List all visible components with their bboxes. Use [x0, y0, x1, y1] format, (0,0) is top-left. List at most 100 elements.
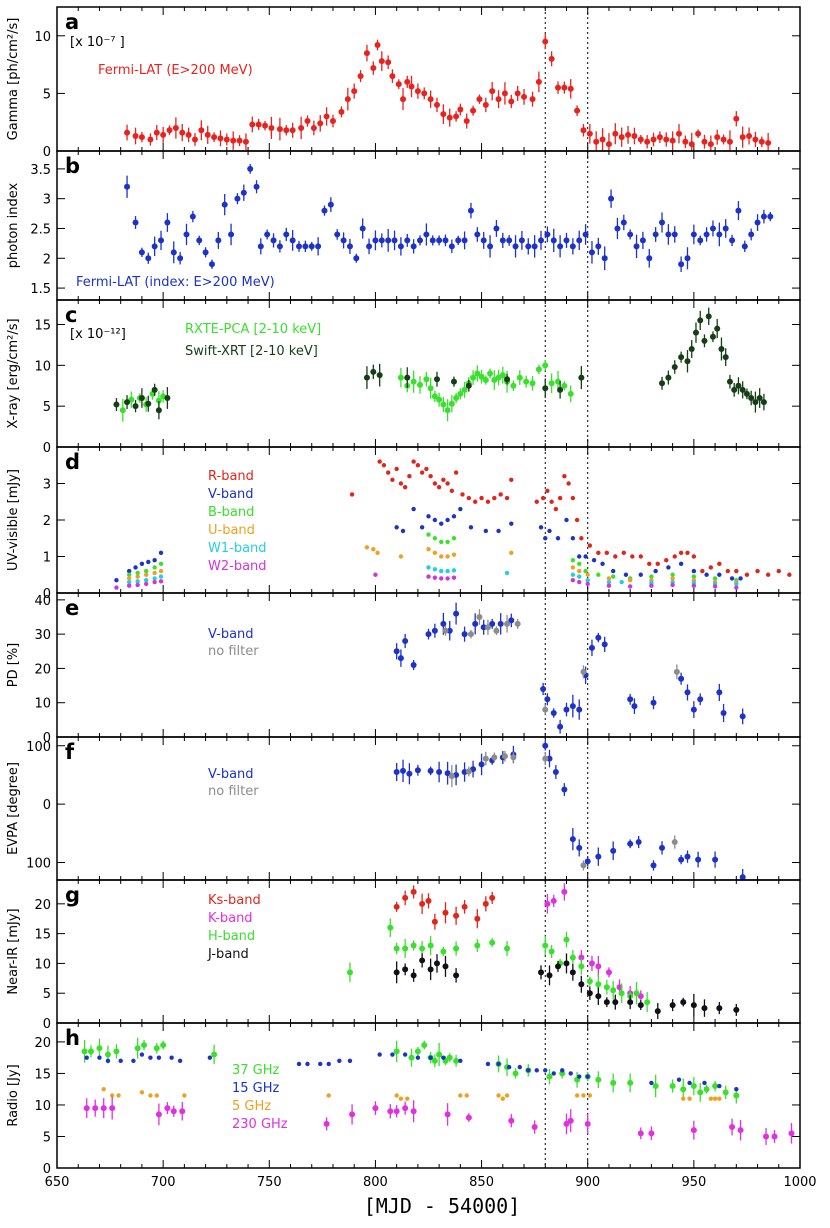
data-point — [393, 1048, 400, 1055]
data-point — [712, 576, 718, 581]
data-point — [582, 231, 589, 238]
data-point — [767, 213, 774, 220]
panel-letter: c — [65, 303, 77, 327]
data-point — [400, 767, 407, 774]
data-point — [470, 107, 477, 114]
data-point — [410, 662, 417, 668]
data-point — [716, 231, 723, 238]
data-point — [504, 945, 511, 952]
data-point — [684, 689, 691, 696]
data-point — [387, 924, 394, 931]
data-point — [504, 570, 510, 576]
data-point — [670, 572, 675, 577]
data-point — [676, 1077, 682, 1082]
data-point — [296, 243, 303, 250]
data-point — [406, 770, 413, 777]
data-point — [446, 114, 453, 121]
data-point — [690, 1083, 697, 1090]
data-point — [671, 231, 678, 238]
data-point — [381, 463, 387, 468]
data-point — [448, 243, 455, 250]
data-point — [729, 576, 735, 581]
data-point — [630, 554, 635, 559]
data-point — [425, 631, 432, 638]
data-point — [155, 1111, 162, 1118]
data-point — [337, 1058, 342, 1064]
data-point — [561, 382, 568, 389]
data-point — [479, 495, 484, 501]
data-point — [542, 942, 549, 949]
data-point — [583, 554, 588, 559]
data-point — [134, 1045, 141, 1052]
data-point — [562, 474, 567, 479]
data-point — [155, 397, 162, 404]
data-point — [445, 554, 450, 559]
data-point — [670, 582, 675, 588]
data-point — [673, 668, 680, 675]
data-point — [540, 686, 547, 692]
data-point — [701, 1005, 708, 1012]
data-point — [669, 1002, 676, 1009]
data-point — [483, 528, 489, 534]
data-point — [318, 1061, 323, 1067]
data-point — [485, 1061, 491, 1067]
y-tick-label: 0 — [43, 1017, 51, 1032]
data-point — [397, 243, 404, 250]
data-point — [451, 552, 457, 557]
data-point — [460, 492, 465, 497]
data-point — [578, 374, 585, 381]
data-point — [665, 374, 672, 381]
data-point — [151, 243, 158, 250]
data-point — [659, 844, 666, 851]
data-point — [690, 231, 697, 238]
data-point — [419, 957, 426, 964]
data-point — [646, 255, 653, 262]
data-point — [442, 237, 449, 244]
data-point — [385, 59, 392, 66]
data-point — [733, 115, 740, 122]
data-point — [512, 243, 519, 250]
data-point — [691, 568, 697, 574]
legend-entry: no filter — [208, 784, 259, 799]
series-5-ghz — [101, 1086, 722, 1101]
data-point — [547, 528, 552, 534]
data-point — [474, 942, 481, 949]
data-point — [370, 65, 377, 72]
data-point — [377, 1052, 382, 1057]
data-point — [544, 696, 551, 703]
data-point — [508, 617, 515, 624]
data-point — [417, 237, 424, 244]
data-point — [427, 96, 434, 103]
data-point — [545, 488, 550, 493]
data-point — [526, 1068, 531, 1073]
data-point — [97, 1055, 102, 1060]
data-point — [570, 557, 576, 563]
y-tick-label: 5 — [43, 87, 51, 102]
data-point — [442, 627, 449, 634]
data-point — [446, 1054, 453, 1061]
data-point — [542, 742, 549, 749]
data-point — [421, 1042, 428, 1049]
data-point — [618, 134, 625, 141]
data-point — [423, 376, 430, 383]
data-point — [394, 1093, 399, 1098]
data-point — [135, 582, 140, 588]
data-point — [158, 579, 164, 584]
data-point — [393, 903, 400, 910]
data-point — [685, 550, 690, 556]
legend-entry: R-band — [208, 469, 254, 484]
data-point — [148, 1093, 153, 1098]
legend-entry: V-band — [208, 767, 254, 782]
data-point — [81, 1048, 88, 1055]
data-point — [451, 536, 457, 541]
data-point — [402, 966, 409, 973]
data-point — [718, 346, 725, 352]
data-point — [514, 90, 521, 97]
data-point — [276, 243, 283, 250]
data-point — [569, 969, 576, 976]
data-point — [595, 634, 602, 641]
data-point — [321, 207, 328, 214]
data-point — [577, 579, 582, 585]
data-point — [461, 631, 468, 638]
